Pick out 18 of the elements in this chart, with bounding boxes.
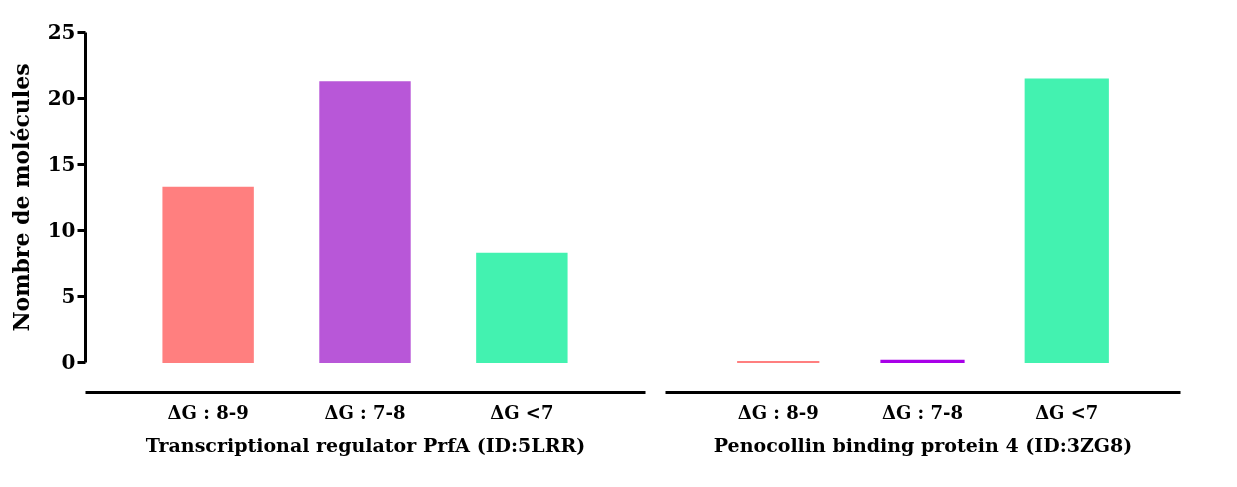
y-tick-label: 10	[47, 217, 76, 242]
bar	[319, 81, 411, 363]
y-tick-label: 0	[61, 349, 76, 374]
x-tick-label: ΔG : 7-8	[881, 401, 964, 423]
x-tick-label: ΔG <7	[1035, 401, 1099, 423]
y-axis-title: Nombre de molécules	[7, 63, 34, 332]
x-tick-label: ΔG : 7-8	[324, 401, 406, 423]
y-tick-label: 25	[47, 19, 76, 44]
x-tick-label: ΔG <7	[490, 401, 554, 423]
y-tick-label: 5	[61, 283, 76, 308]
x-tick-label: ΔG : 8-9	[737, 401, 819, 423]
bar	[476, 252, 568, 363]
x-tick-label: ΔG : 8-9	[167, 401, 249, 423]
y-tick-label: 20	[47, 85, 76, 110]
x-axis-title: Transcriptional regulator PrfA (ID:5LRR)	[145, 433, 586, 456]
x-axis-title: Penocollin binding protein 4 (ID:3ZG8)	[713, 433, 1133, 456]
bar	[162, 186, 254, 363]
y-tick-label: 15	[47, 151, 76, 176]
